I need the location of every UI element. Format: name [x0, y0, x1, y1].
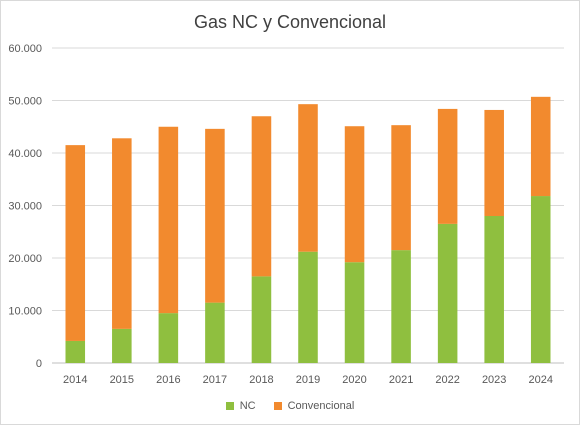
x-tick-label: 2016 — [156, 374, 180, 386]
bar-nc-2021 — [391, 250, 411, 363]
bar-convencional-2024 — [530, 96, 551, 197]
bar-convencional-2022 — [437, 108, 458, 224]
legend-item-nc: NC — [225, 400, 256, 412]
chart-title: Gas NC y Convencional — [193, 12, 387, 32]
bar-convencional-2017 — [205, 128, 225, 303]
y-tick-label: 20.000 — [8, 253, 42, 265]
legend-swatch-nc — [225, 402, 234, 410]
bar-convencional-2015 — [112, 138, 132, 329]
x-tick-label: 2020 — [342, 374, 366, 386]
legend: NC Convencional — [0, 400, 580, 412]
bar-nc-2023 — [484, 216, 504, 363]
bar-nc-2015 — [112, 328, 132, 363]
x-tick-label: 2018 — [249, 374, 273, 386]
y-tick-label: 30.000 — [8, 201, 42, 213]
bar-convencional-2023 — [484, 109, 504, 216]
bar-convencional-2019 — [298, 104, 318, 252]
y-tick-label: 50.000 — [8, 96, 42, 108]
legend-item-convencional: Convencional — [273, 400, 355, 412]
x-tick-label: 2021 — [389, 374, 413, 386]
x-tick-label: 2024 — [528, 374, 552, 386]
bar-convencional-2018 — [251, 116, 272, 277]
bar-convencional-2020 — [344, 126, 365, 263]
y-tick-label: 60.000 — [8, 43, 42, 55]
bar-nc-2016 — [158, 313, 179, 363]
y-tick-label: 40.000 — [8, 148, 42, 160]
bar-nc-2024 — [530, 196, 551, 363]
bar-nc-2020 — [344, 262, 365, 363]
x-tick-label: 2014 — [63, 374, 87, 386]
legend-label-convencional: Convencional — [287, 400, 355, 412]
x-tick-label: 2017 — [203, 374, 227, 386]
bar-nc-2014 — [65, 340, 86, 363]
bar-convencional-2021 — [391, 125, 411, 251]
y-tick-label: 10.000 — [8, 306, 42, 318]
legend-label-nc: NC — [239, 400, 256, 412]
x-tick-label: 2022 — [435, 374, 459, 386]
x-tick-label: 2015 — [110, 374, 134, 386]
bar-convencional-2014 — [65, 145, 86, 341]
bar-nc-2018 — [251, 276, 272, 363]
bar-nc-2019 — [298, 251, 318, 363]
x-tick-label: 2019 — [296, 374, 320, 386]
x-tick-label: 2023 — [482, 374, 506, 386]
bar-nc-2017 — [205, 302, 225, 363]
bar-convencional-2016 — [158, 126, 179, 314]
bar-nc-2022 — [437, 223, 458, 363]
legend-swatch-convencional — [273, 402, 282, 410]
y-tick-label: 0 — [36, 358, 42, 370]
